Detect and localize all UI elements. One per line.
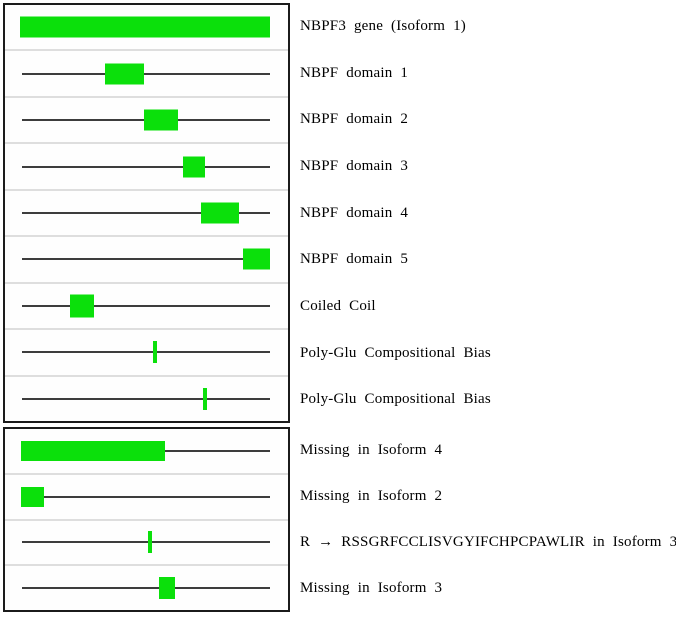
- feature-row: [5, 429, 288, 473]
- feature-label-row: NBPF domain 1: [300, 50, 676, 97]
- feature-label: NBPF domain 4: [300, 204, 409, 221]
- feature-label-row: NBPF3 gene (Isoform 1): [300, 3, 676, 50]
- feature-label: NBPF domain 5: [300, 251, 409, 268]
- domain-box: [21, 440, 165, 461]
- feature-row: [5, 281, 288, 329]
- domain-box: [183, 156, 205, 178]
- feature-label: NBPF domain 1: [300, 64, 409, 81]
- feature-label: Coiled Coil: [300, 297, 376, 314]
- feature-baseline: [22, 304, 270, 307]
- feature-label: Missing in Isoform 4: [300, 441, 443, 458]
- feature-label-row: Poly-Glu Compositional Bias: [300, 330, 676, 377]
- domain-box: [243, 248, 270, 270]
- feature-row: [5, 472, 288, 519]
- feature-row: [5, 518, 288, 565]
- feature-tick: [203, 387, 207, 410]
- domain-box: [159, 577, 175, 600]
- feature-baseline: [22, 72, 270, 75]
- feature-tick: [153, 341, 157, 364]
- feature-row: [5, 5, 288, 50]
- feature-baseline: [22, 211, 270, 214]
- feature-label-row: Missing in Isoform 3: [300, 566, 676, 612]
- feature-baseline: [22, 587, 270, 590]
- feature-label-row: NBPF domain 2: [300, 96, 676, 143]
- feature-label: NBPF domain 3: [300, 157, 409, 174]
- domain-box: [105, 63, 144, 85]
- feature-label-row: NBPF domain 3: [300, 143, 676, 190]
- feature-baseline: [22, 495, 270, 498]
- feature-label: Poly-Glu Compositional Bias: [300, 344, 491, 361]
- feature-row: [5, 95, 288, 143]
- domain-box: [21, 486, 44, 507]
- feature-row: [5, 188, 288, 236]
- feature-label-row: Poly-Glu Compositional Bias: [300, 376, 676, 423]
- feature-row: [5, 328, 288, 375]
- feature-row: [5, 235, 288, 282]
- feature-label-row: Coiled Coil: [300, 283, 676, 330]
- feature-label: Missing in Isoform 2: [300, 487, 443, 504]
- feature-row: [5, 564, 288, 610]
- feature-baseline: [22, 351, 270, 354]
- label-group-isoform-differences: Missing in Isoform 4 Missing in Isoform 2…: [300, 427, 676, 612]
- feature-row: [5, 374, 288, 421]
- feature-baseline: [22, 397, 270, 400]
- feature-label: NBPF3 gene (Isoform 1): [300, 17, 466, 34]
- feature-row: [5, 49, 288, 96]
- feature-baseline: [22, 258, 270, 261]
- feature-label-row: NBPF domain 4: [300, 190, 676, 237]
- feature-panel-main: [3, 3, 290, 423]
- label-group-main: NBPF3 gene (Isoform 1) NBPF domain 1 NBPF …: [300, 3, 676, 423]
- feature-label: Missing in Isoform 3: [300, 580, 443, 597]
- feature-label: Poly-Glu Compositional Bias: [300, 391, 491, 408]
- feature-label-row: Missing in Isoform 2: [300, 473, 676, 519]
- domain-box: [70, 294, 94, 318]
- feature-baseline: [22, 165, 270, 168]
- domain-box: [201, 202, 239, 224]
- feature-label-row: R → RSSGRFCCLISVGYIFCHPCPAWLIR in Isofor…: [300, 520, 676, 566]
- feature-labels-column: NBPF3 gene (Isoform 1) NBPF domain 1 NBPF …: [300, 3, 676, 612]
- feature-tracks-column: [3, 3, 290, 612]
- feature-tick: [148, 531, 152, 554]
- feature-row: [5, 142, 288, 189]
- feature-label-row: Missing in Isoform 4: [300, 427, 676, 473]
- gene-bar: [20, 16, 270, 38]
- feature-label: NBPF domain 2: [300, 111, 409, 128]
- feature-baseline: [22, 541, 270, 544]
- feature-label: R → RSSGRFCCLISVGYIFCHPCPAWLIR in Isofor…: [300, 534, 676, 551]
- feature-label-row: NBPF domain 5: [300, 236, 676, 283]
- domain-box: [144, 109, 178, 131]
- feature-panel-isoform-differences: [3, 427, 290, 612]
